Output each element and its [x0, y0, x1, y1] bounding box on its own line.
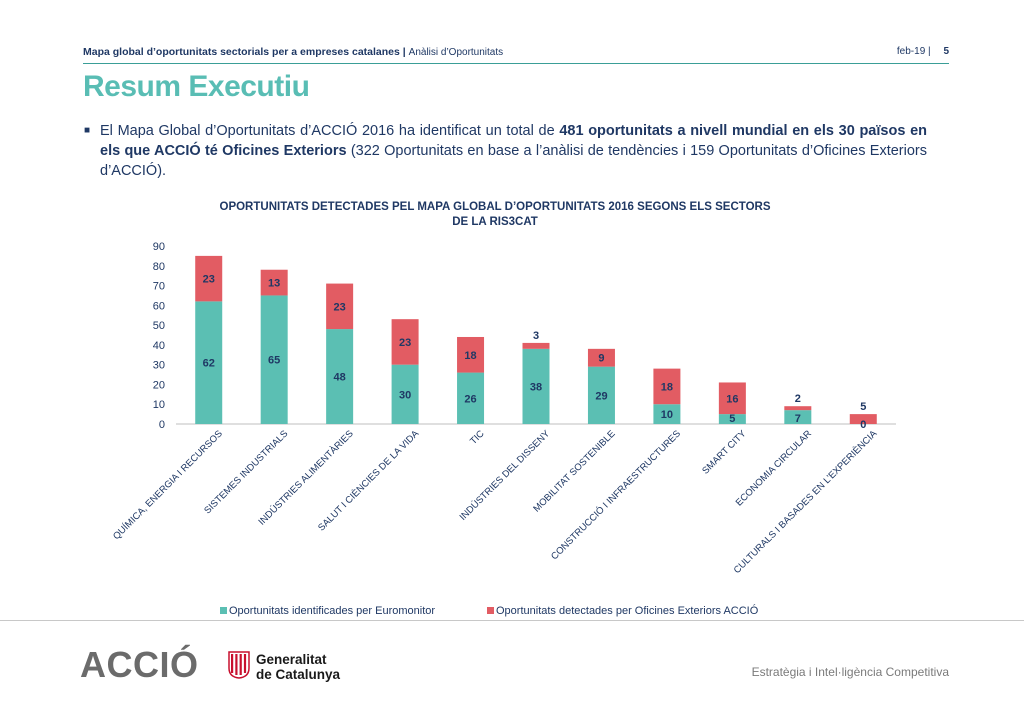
data-label-euromonitor: 29 — [595, 390, 607, 402]
data-label-euromonitor: 26 — [464, 393, 476, 405]
category-label: ECONOMIA CIRCULAR — [734, 428, 814, 508]
summary-highlight: 481 oportunitats a nivell mundial en els… — [100, 123, 927, 159]
y-tick-label: 10 — [153, 399, 165, 411]
data-label-oficines-exteriors: 13 — [268, 278, 280, 290]
y-tick-label: 0 — [159, 419, 165, 431]
data-label-euromonitor: 7 — [795, 413, 801, 425]
data-label-oficines-exteriors: 18 — [464, 350, 476, 362]
bar-euromonitor — [653, 404, 681, 424]
legend-label-euromonitor: Oportunitats identificades per Euromonit… — [229, 605, 435, 617]
chart-title-line-1: OPORTUNITATS DETECTADES PEL MAPA GLOBAL … — [219, 201, 771, 213]
y-tick-label: 50 — [153, 320, 165, 332]
bar-oficines-exteriors — [260, 269, 288, 296]
page-number: 5 — [943, 46, 949, 57]
data-label-oficines-exteriors: 2 — [795, 393, 801, 405]
accio-logo: ACCIÓ — [80, 644, 199, 685]
generalitat-logo-text: Generalitat de Catalunya — [256, 652, 340, 682]
category-label: SMART CITY — [700, 428, 749, 477]
summary-text-1: El Mapa Global d’Oportunitats d’ACCIÓ 20… — [100, 123, 560, 139]
bar-oficines-exteriors — [653, 368, 681, 405]
y-tick-label: 20 — [153, 379, 165, 391]
data-label-oficines-exteriors: 18 — [661, 381, 673, 393]
data-label-oficines-exteriors: 23 — [203, 274, 215, 286]
legend-swatch-oficines-exteriors — [487, 607, 494, 614]
header-title: Mapa global d’oportunitats sectorials pe… — [83, 46, 400, 58]
bar-oficines-exteriors — [784, 406, 812, 411]
data-label-oficines-exteriors: 9 — [598, 353, 604, 365]
data-label-euromonitor: 30 — [399, 389, 411, 401]
category-label: TIC — [468, 428, 487, 447]
generalitat-line-1: Generalitat — [256, 652, 327, 667]
y-tick-label: 70 — [153, 281, 165, 293]
legend-swatch-euromonitor — [220, 607, 227, 614]
bar-oficines-exteriors — [326, 283, 354, 330]
bar-oficines-exteriors — [457, 336, 485, 373]
footer-department: Estratègia i Intel·ligència Competitiva — [751, 665, 949, 679]
bar-euromonitor — [260, 295, 288, 424]
y-tick-label: 60 — [153, 300, 165, 312]
chart-title: OPORTUNITATS DETECTADES PEL MAPA GLOBAL … — [160, 200, 830, 230]
y-tick-label: 40 — [153, 340, 165, 352]
bar-oficines-exteriors — [522, 342, 550, 349]
data-label-oficines-exteriors: 5 — [860, 401, 866, 413]
category-label: CONSTRUCCIÓ I INFRAESTRUCTURES — [549, 428, 683, 562]
page-header: Mapa global d’oportunitats sectorials pe… — [83, 46, 949, 64]
data-label-euromonitor: 62 — [203, 358, 215, 370]
page-title: Resum Executiu — [83, 70, 310, 103]
header-separator: | — [402, 46, 406, 58]
bar-euromonitor — [326, 329, 354, 424]
generalitat-line-2: de Catalunya — [256, 667, 341, 682]
data-label-oficines-exteriors: 23 — [399, 337, 411, 349]
data-label-euromonitor: 65 — [268, 355, 280, 367]
bar-euromonitor — [195, 301, 223, 424]
bar-oficines-exteriors — [849, 414, 877, 424]
generalitat-shield-icon — [228, 651, 250, 679]
y-tick-label: 90 — [153, 241, 165, 253]
summary-text-2: (322 Oportunitats en base a l’anàlisi de… — [100, 143, 927, 179]
category-label: QUÍMICA, ENERGIA I RECURSOS — [111, 428, 225, 542]
header-subtitle: Anàlisi d’Oportunitats — [408, 47, 504, 58]
data-label-euromonitor: 38 — [530, 381, 542, 393]
data-label-oficines-exteriors: 23 — [334, 301, 346, 313]
footer-divider — [0, 620, 1024, 621]
header-date-separator: | — [928, 46, 931, 57]
y-tick-label: 30 — [153, 360, 165, 372]
chart-title-line-2: DE LA RIS3CAT — [452, 216, 538, 228]
data-label-oficines-exteriors: 3 — [533, 330, 539, 342]
data-label-euromonitor: 0 — [860, 419, 866, 431]
data-label-oficines-exteriors: 16 — [726, 393, 738, 405]
y-tick-label: 80 — [153, 261, 165, 273]
bar-euromonitor — [522, 348, 550, 424]
bar-oficines-exteriors — [195, 255, 223, 302]
bar-euromonitor — [718, 414, 746, 424]
bar-euromonitor — [457, 372, 485, 424]
summary-paragraph: El Mapa Global d’Oportunitats d’ACCIÓ 20… — [100, 121, 927, 181]
bar-euromonitor — [587, 366, 615, 424]
header-divider — [83, 63, 949, 64]
header-right: feb-19 | 5 — [897, 46, 949, 57]
data-label-euromonitor: 10 — [661, 409, 673, 421]
data-label-euromonitor: 5 — [729, 413, 735, 425]
bullet-icon: ■ — [84, 125, 91, 136]
bar-euromonitor — [391, 364, 419, 424]
category-label: CULTURALS I BASADES EN L’EXPERIÈNCIA — [732, 428, 880, 576]
bar-euromonitor — [784, 410, 812, 424]
legend-label-oficines-exteriors: Oportunitats detectades per Oficines Ext… — [496, 604, 759, 617]
data-label-euromonitor: 48 — [334, 372, 346, 384]
header-date: feb-19 — [896, 46, 926, 57]
bar-oficines-exteriors — [391, 319, 419, 365]
bar-oficines-exteriors — [587, 348, 615, 367]
bar-oficines-exteriors — [718, 382, 746, 415]
